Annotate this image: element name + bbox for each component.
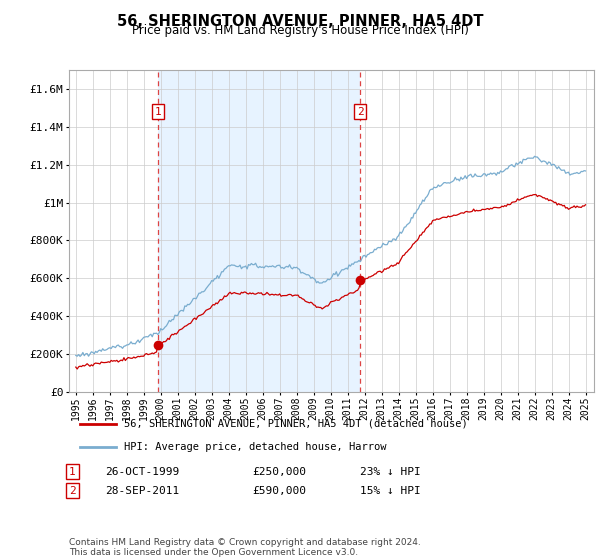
Text: 56, SHERINGTON AVENUE, PINNER, HA5 4DT (detached house): 56, SHERINGTON AVENUE, PINNER, HA5 4DT (… xyxy=(124,419,468,429)
Bar xyxy=(158,70,360,392)
Text: 2: 2 xyxy=(69,486,76,496)
Text: 15% ↓ HPI: 15% ↓ HPI xyxy=(360,486,421,496)
Text: £590,000: £590,000 xyxy=(252,486,306,496)
Text: 1: 1 xyxy=(154,106,161,116)
Text: 26-OCT-1999: 26-OCT-1999 xyxy=(105,466,179,477)
Text: 2: 2 xyxy=(357,106,364,116)
Text: 1: 1 xyxy=(69,466,76,477)
Text: HPI: Average price, detached house, Harrow: HPI: Average price, detached house, Harr… xyxy=(124,442,386,452)
Text: 28-SEP-2011: 28-SEP-2011 xyxy=(105,486,179,496)
Text: 56, SHERINGTON AVENUE, PINNER, HA5 4DT: 56, SHERINGTON AVENUE, PINNER, HA5 4DT xyxy=(117,14,483,29)
Text: £250,000: £250,000 xyxy=(252,466,306,477)
Text: 23% ↓ HPI: 23% ↓ HPI xyxy=(360,466,421,477)
Text: Price paid vs. HM Land Registry's House Price Index (HPI): Price paid vs. HM Land Registry's House … xyxy=(131,24,469,37)
Text: Contains HM Land Registry data © Crown copyright and database right 2024.
This d: Contains HM Land Registry data © Crown c… xyxy=(69,538,421,557)
